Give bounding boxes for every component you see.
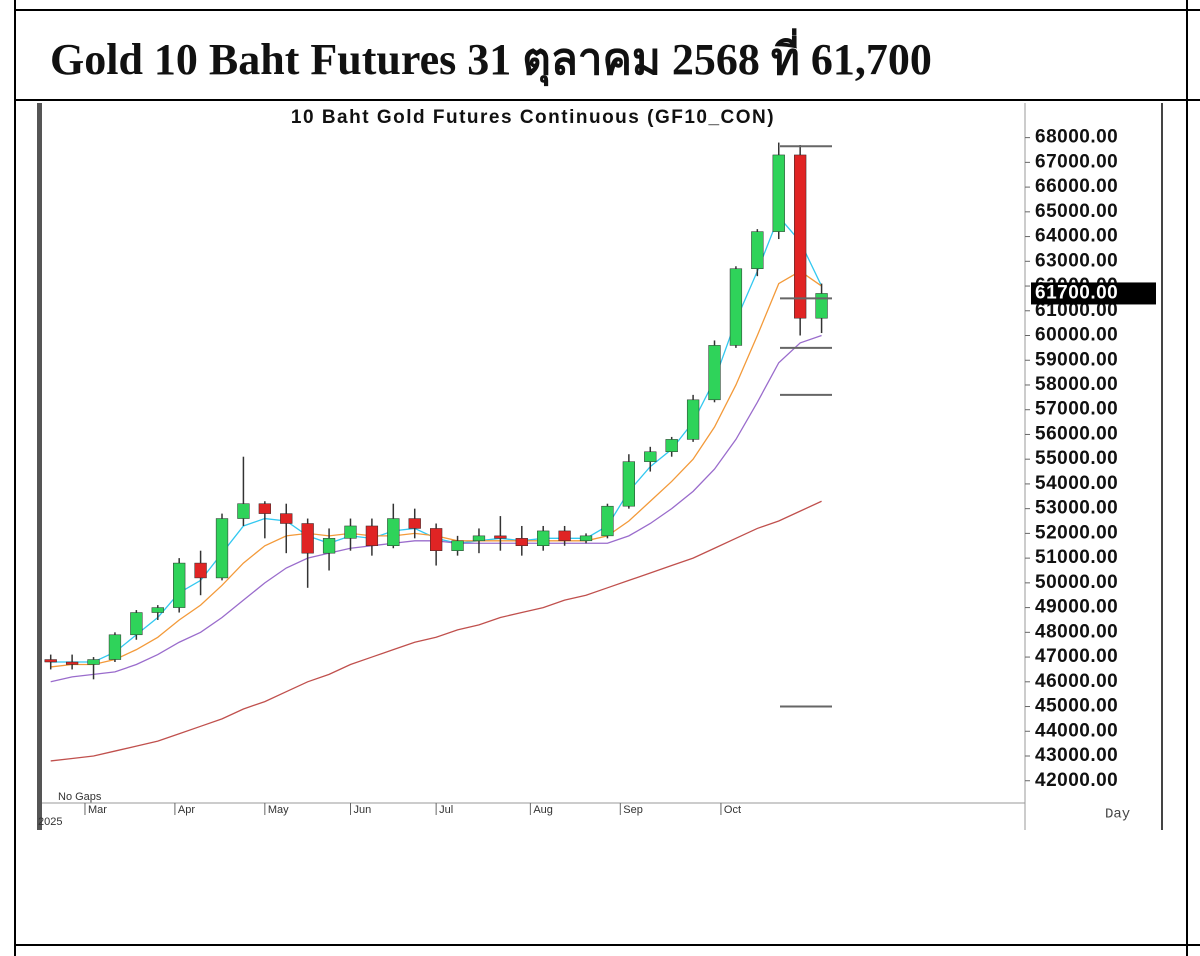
candle-body [430, 528, 443, 551]
candle-body [686, 399, 700, 440]
y-tick-label: 57000.00 [1035, 399, 1118, 420]
y-tick-label: 48000.00 [1035, 621, 1118, 642]
candle-body [130, 612, 143, 636]
last-price-box [1031, 282, 1156, 305]
y-tick-label: 45000.00 [1035, 696, 1118, 717]
candle-body [215, 518, 229, 579]
y-tick-label: 49000.00 [1035, 597, 1118, 618]
candle-body [173, 562, 186, 608]
candle-body [344, 525, 357, 539]
y-tick-label: 51000.00 [1035, 547, 1118, 568]
candle-body [515, 538, 528, 547]
candle-body [472, 535, 486, 542]
candle-body [151, 607, 164, 613]
y-tick-label: 50000.00 [1035, 572, 1118, 593]
period-label: Day [1105, 807, 1130, 823]
document-frame [14, 0, 1200, 956]
y-tick-label: 47000.00 [1035, 646, 1118, 667]
candle-body [729, 268, 743, 346]
y-tick-label: 64000.00 [1035, 226, 1118, 247]
y-tick-label: 63000.00 [1035, 250, 1118, 271]
candle-body [622, 461, 635, 507]
x-tick-label: Sep [623, 804, 643, 816]
candle-body [579, 535, 593, 542]
candle-body [644, 451, 657, 462]
candle-body [558, 530, 571, 542]
candle-body [365, 525, 379, 547]
y-tick-label: 54000.00 [1035, 473, 1118, 494]
candle-body [44, 659, 57, 663]
y-tick-label: 67000.00 [1035, 151, 1118, 172]
candle-body [65, 661, 79, 665]
document-title: Gold 10 Baht Futures 31 ตุลาคม 2568 ที่ … [50, 28, 932, 87]
y-tick-label: 53000.00 [1035, 498, 1118, 519]
candle-body [87, 659, 100, 665]
candle-body [108, 634, 122, 660]
x-tick-label: Oct [724, 804, 741, 816]
chart-frame [37, 103, 1163, 830]
candle-body [601, 505, 614, 537]
y-tick-label: 65000.00 [1035, 201, 1118, 222]
chart-title: 10 Baht Gold Futures Continuous (GF10_CO… [291, 107, 775, 128]
y-tick-label: 43000.00 [1035, 745, 1118, 766]
candle-body [794, 154, 807, 319]
y-tick-label: 55000.00 [1035, 448, 1118, 469]
candle-body [237, 503, 250, 519]
y-tick-label: 46000.00 [1035, 671, 1118, 692]
candle-body [451, 540, 464, 551]
x-tick-label: Mar [88, 804, 107, 816]
y-tick-label: 56000.00 [1035, 423, 1118, 444]
x-tick-label: Jun [353, 804, 371, 816]
candle-body [815, 293, 828, 319]
y-tick-label: 61000.00 [1035, 300, 1118, 321]
candle-body [751, 231, 764, 269]
y-tick-label: 44000.00 [1035, 720, 1118, 741]
candle-body [194, 562, 207, 579]
y-tick-label: 59000.00 [1035, 349, 1118, 370]
y-tick-label: 68000.00 [1035, 127, 1118, 148]
last-price-label: 61700.00 [1035, 282, 1118, 303]
y-tick-label: 66000.00 [1035, 176, 1118, 197]
y-tick-label: 60000.00 [1035, 325, 1118, 346]
y-tick-label: 42000.00 [1035, 770, 1118, 791]
candle-body [537, 530, 550, 547]
moving-average-line [50, 500, 822, 762]
candle-body [665, 439, 678, 453]
x-tick-label: Apr [178, 804, 195, 816]
year-label: 2025 [38, 816, 62, 828]
candle-body [387, 518, 400, 547]
candle-body [494, 535, 507, 539]
candle-body [258, 503, 271, 514]
candle-body [708, 345, 721, 401]
note: No Gaps [58, 791, 102, 803]
candle-body [408, 518, 421, 529]
y-tick-label: 52000.00 [1035, 522, 1118, 543]
x-tick-label: May [268, 804, 289, 816]
candle-body [772, 154, 785, 232]
candle-body [322, 538, 336, 554]
y-tick-label: 58000.00 [1035, 374, 1118, 395]
x-tick-label: Aug [533, 804, 553, 816]
candle-body [280, 513, 293, 524]
candle-body [301, 523, 314, 554]
x-tick-label: Jul [439, 804, 453, 816]
